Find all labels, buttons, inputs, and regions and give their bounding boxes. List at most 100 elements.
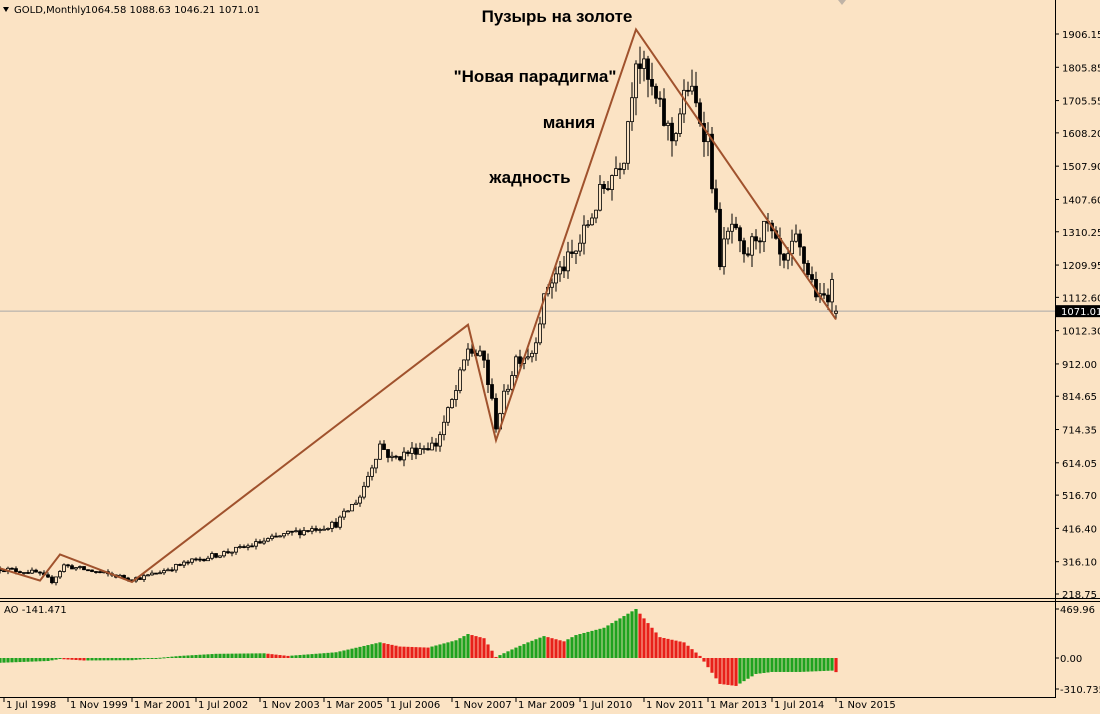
ao-bar: [34, 658, 38, 662]
candle: [274, 532, 278, 538]
candle: [446, 406, 450, 426]
candle: [758, 237, 762, 254]
ao-bar: [198, 654, 202, 658]
candle: [150, 570, 154, 576]
annotation-new-paradigm: "Новая парадигма": [454, 67, 617, 86]
candle: [382, 440, 386, 450]
ao-bar: [574, 635, 578, 658]
price-axis: 1906.15 1805.85 1705.55 1608.20 1507.90 1407.…: [1055, 30, 1100, 601]
candle: [694, 71, 698, 108]
ao-bar: [170, 656, 174, 658]
candle: [690, 69, 694, 95]
candle: [2, 570, 6, 573]
ao-bar: [234, 653, 238, 658]
candle: [650, 62, 654, 96]
ao-bar: [226, 653, 230, 658]
candle: [222, 550, 226, 558]
svg-text:1071.01: 1071.01: [1061, 307, 1100, 318]
ao-bar: [222, 653, 226, 658]
candle: [754, 229, 758, 250]
ao-bar: [38, 658, 42, 662]
candle: [458, 367, 462, 394]
ao-bar: [46, 658, 50, 661]
ao-bar: [58, 658, 62, 659]
ao-bar: [18, 658, 22, 663]
ao-bar: [666, 638, 670, 658]
ao-bar: [642, 618, 646, 658]
ao-bar: [478, 637, 482, 658]
candle: [642, 50, 646, 82]
ao-bar: [598, 628, 602, 658]
candle: [290, 530, 294, 536]
ao-bar: [50, 658, 54, 661]
ao-bar: [826, 658, 830, 671]
ao-bar: [510, 649, 514, 658]
ao-bar: [722, 658, 726, 685]
ao-bar: [582, 632, 586, 658]
candle: [790, 229, 794, 266]
ao-bar: [734, 658, 738, 686]
ao-bar: [66, 658, 70, 660]
candle: [674, 131, 678, 146]
candle: [354, 499, 358, 505]
ao-bar: [262, 653, 266, 658]
ao-bar: [614, 620, 618, 658]
ao-bar: [434, 645, 438, 658]
candle: [154, 572, 158, 575]
candle: [302, 527, 306, 537]
price-tick-label: 1507.90: [1062, 162, 1100, 173]
ao-bar: [274, 654, 278, 658]
candle: [490, 378, 494, 401]
price-tick-label: 416.40: [1062, 524, 1097, 535]
candle: [494, 393, 498, 433]
time-tick-label: 1 Jul 2006: [390, 700, 440, 711]
ao-bar: [822, 658, 826, 671]
ao-bar: [138, 658, 142, 660]
candle: [66, 563, 70, 568]
candle: [170, 567, 174, 572]
ao-bar: [710, 658, 714, 673]
ao-bar: [258, 653, 262, 658]
candle: [622, 162, 626, 175]
candle: [162, 568, 166, 575]
ao-bar: [130, 658, 134, 661]
candle: [310, 525, 314, 535]
time-tick-label: 1 Jul 2014: [774, 700, 824, 711]
ao-bar: [662, 638, 666, 658]
candle: [634, 60, 638, 116]
ao-bar: [174, 656, 178, 658]
candle: [90, 569, 94, 573]
ao-bar: [338, 651, 342, 658]
ao-bar: [354, 647, 358, 658]
ao-bar: [562, 641, 566, 658]
ao-bar: [798, 658, 802, 672]
ao-bar: [162, 657, 166, 659]
ao-bar: [594, 629, 598, 658]
candle: [194, 557, 198, 562]
ao-bar: [206, 654, 210, 658]
ao-bar: [758, 658, 762, 674]
candle: [250, 543, 254, 548]
ao-bar: [246, 653, 250, 658]
ao-bar: [350, 648, 354, 658]
candle: [462, 359, 466, 372]
ao-tick-label: -310.735: [1060, 685, 1100, 696]
candle: [450, 398, 454, 409]
candle: [822, 282, 826, 300]
ao-bar: [22, 658, 26, 662]
ao-bar: [202, 654, 206, 658]
shift-marker-icon[interactable]: [838, 0, 846, 5]
ao-bar: [370, 644, 374, 658]
ao-bar: [326, 652, 330, 658]
ao-bar: [178, 655, 182, 658]
ao-bar: [318, 653, 322, 658]
ao-bar: [830, 658, 834, 671]
ao-bar: [90, 658, 94, 661]
triangle-down-icon[interactable]: [3, 7, 9, 12]
candle: [142, 573, 146, 583]
ao-bar: [818, 658, 822, 672]
ao-bar: [74, 658, 78, 660]
ao-bar: [454, 640, 458, 658]
ao-bar: [802, 658, 806, 672]
candle: [214, 553, 218, 559]
